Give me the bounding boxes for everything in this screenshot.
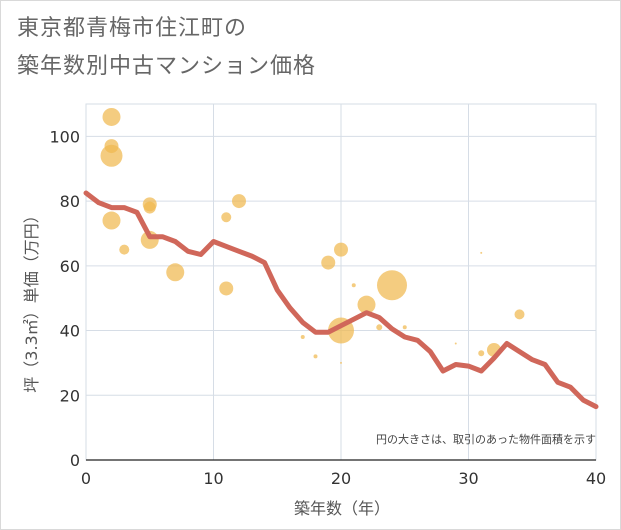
axes: 0 20 40 60 80 100 0 10 20 30 40 (49, 127, 606, 488)
price-bubble (454, 342, 457, 345)
price-bubble (102, 107, 121, 126)
price-bubble (232, 194, 246, 209)
chart-title-line1: 東京都青梅市住江町の (17, 16, 248, 41)
price-bubble (357, 295, 376, 314)
price-bubble (351, 283, 356, 288)
x-axis-label: 築年数（年） (294, 499, 390, 518)
chart-title-line2: 築年数別中古マンション価格 (17, 54, 317, 79)
y-tick-label: 100 (49, 127, 80, 146)
y-tick-label: 60 (60, 257, 80, 276)
price-bubble (102, 211, 121, 230)
price-bubble (376, 324, 383, 331)
price-bubble (334, 242, 348, 257)
price-bubble (340, 361, 342, 364)
price-bubble (377, 270, 407, 301)
price-bubble (219, 281, 234, 296)
trend-line-layer (83, 190, 599, 410)
price-bubble (313, 354, 318, 359)
x-tick-label: 30 (458, 469, 478, 488)
y-tick-label: 40 (60, 322, 80, 341)
price-bubble (221, 212, 232, 223)
price-bubble (321, 255, 336, 270)
y-tick-label: 0 (70, 451, 80, 470)
x-tick-label: 0 (81, 469, 91, 488)
price-bubble (300, 335, 305, 340)
price-bubble (402, 325, 407, 330)
grid-lines (85, 103, 597, 461)
price-bubble (166, 263, 185, 282)
price-bubble (514, 309, 525, 320)
bubble-layer (100, 107, 525, 364)
price-bubble (100, 144, 123, 167)
y-axis-label: 坪（3.3㎡）単価（万円） (22, 207, 41, 392)
price-bubble (143, 201, 156, 214)
price-bubble (480, 251, 483, 254)
price-bubble (478, 350, 485, 357)
x-tick-label: 20 (331, 469, 351, 488)
average-price-line (83, 190, 599, 410)
y-tick-label: 20 (60, 386, 80, 405)
bubble-size-note: 円の大きさは、取引のあった物件面積を示す (376, 432, 596, 446)
price-bubble (119, 244, 130, 255)
y-tick-label: 80 (60, 192, 80, 211)
x-tick-label: 40 (586, 469, 606, 488)
x-tick-label: 10 (203, 469, 223, 488)
